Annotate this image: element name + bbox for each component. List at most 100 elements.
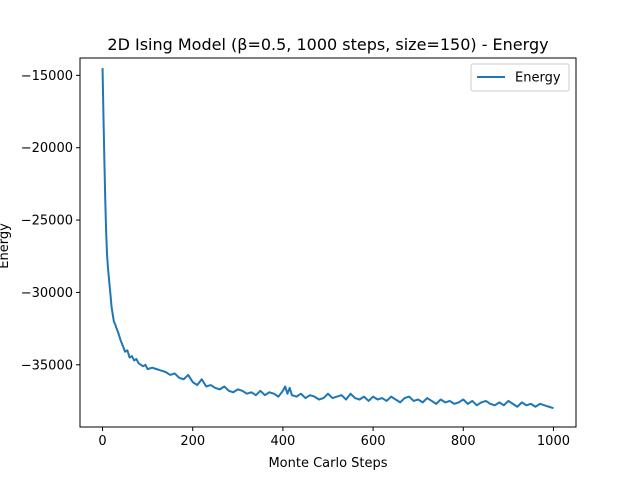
data-point [104, 159, 105, 160]
data-point [131, 355, 132, 356]
data-point [264, 395, 265, 396]
data-point [413, 400, 414, 401]
data-point [127, 350, 128, 351]
series-line-energy [101, 68, 554, 410]
x-tick-label: 800 [451, 434, 476, 449]
data-point [179, 377, 180, 378]
data-point [206, 386, 207, 387]
data-point [548, 406, 549, 407]
data-point [138, 363, 139, 364]
data-point [436, 403, 437, 404]
data-point [145, 364, 146, 365]
data-point [109, 282, 110, 283]
data-point [440, 399, 441, 400]
data-point [481, 402, 482, 403]
data-point [246, 393, 247, 394]
data-point [110, 296, 111, 297]
legend-box [470, 63, 570, 92]
x-tick-label: 1000 [537, 434, 570, 449]
data-point [359, 399, 360, 400]
data-point [103, 115, 104, 116]
data-point [512, 403, 513, 404]
data-point [134, 360, 135, 361]
y-axis-label: Energy [0, 223, 12, 269]
data-point [327, 393, 328, 394]
data-point [490, 403, 491, 404]
data-point [499, 402, 500, 403]
data-point [391, 396, 392, 397]
data-point [161, 370, 162, 371]
y-tick-label: −35000 [21, 358, 73, 373]
data-point [260, 390, 261, 391]
data-point [215, 387, 216, 388]
data-point [544, 405, 545, 406]
x-tick-label: 0 [98, 434, 106, 449]
data-point [183, 379, 184, 380]
y-tick-label: −25000 [21, 214, 73, 229]
data-point [210, 384, 211, 385]
data-point [508, 400, 509, 401]
data-point [418, 399, 419, 400]
data-point [115, 327, 116, 328]
data-point [188, 374, 189, 375]
data-point [112, 312, 113, 313]
x-axis-ticks: 0 200 400 600 800 1000 [98, 427, 570, 449]
x-tick-label: 400 [270, 434, 295, 449]
y-tick-label: −15000 [21, 69, 73, 84]
data-point [382, 397, 383, 398]
data-point [463, 399, 464, 400]
data-point [124, 351, 125, 352]
data-point [368, 400, 369, 401]
data-point [282, 390, 283, 391]
data-point [197, 384, 198, 385]
data-point [323, 397, 324, 398]
data-point [233, 392, 234, 393]
data-point [192, 382, 193, 383]
x-tick-label: 200 [180, 434, 205, 449]
data-point [422, 402, 423, 403]
data-point [467, 403, 468, 404]
data-point [458, 402, 459, 403]
data-point [156, 369, 157, 370]
data-point [395, 399, 396, 400]
data-point [485, 400, 486, 401]
y-axis-ticks: −35000 −30000 −25000 −20000 −15000 [21, 69, 80, 373]
data-point [273, 393, 274, 394]
data-point [472, 400, 473, 401]
data-point [300, 393, 301, 394]
y-tick-label: −20000 [21, 141, 73, 156]
data-point [113, 321, 114, 322]
data-point [350, 393, 351, 394]
data-point [553, 408, 554, 409]
data-point [363, 396, 364, 397]
data-point [107, 267, 108, 268]
chart-title: 2D Ising Model (β=0.5, 1000 steps, size=… [107, 35, 548, 54]
data-point [291, 395, 292, 396]
data-point [152, 367, 153, 368]
data-point [224, 386, 225, 387]
data-point [427, 397, 428, 398]
data-point [105, 199, 106, 200]
data-point [530, 403, 531, 404]
data-point [503, 405, 504, 406]
data-point [174, 373, 175, 374]
data-point [219, 389, 220, 390]
data-point [377, 399, 378, 400]
data-point [372, 396, 373, 397]
data-point [309, 395, 310, 396]
data-point [494, 405, 495, 406]
data-point [251, 392, 252, 393]
data-point [102, 68, 103, 69]
data-point [129, 357, 130, 358]
data-point [106, 254, 107, 255]
data-point [269, 392, 270, 393]
data-point [120, 340, 121, 341]
plot-area [79, 57, 577, 428]
data-point [201, 379, 202, 380]
data-point [296, 396, 297, 397]
data-point [445, 402, 446, 403]
data-point [305, 397, 306, 398]
data-point [400, 402, 401, 403]
data-point [454, 403, 455, 404]
data-point [237, 389, 238, 390]
